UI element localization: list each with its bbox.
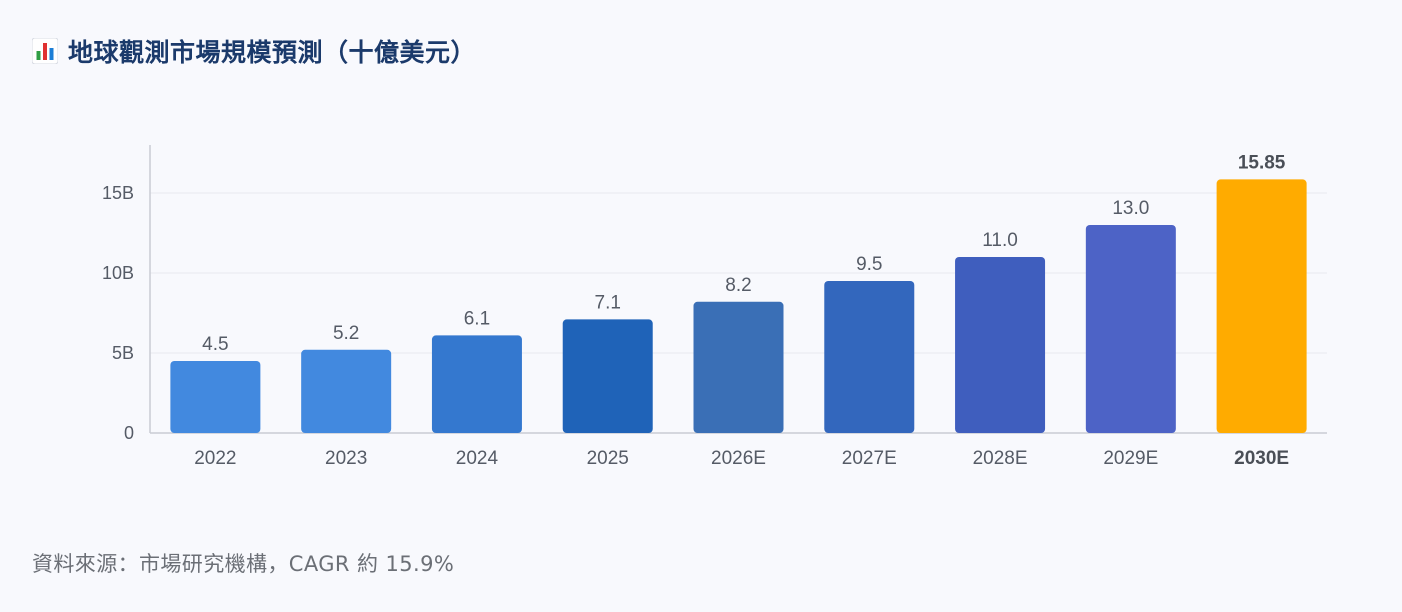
x-tick-label: 2028E	[973, 448, 1028, 469]
bar-2026E	[693, 301, 784, 433]
value-label: 9.5	[856, 254, 882, 275]
x-tick-label: 2022	[194, 448, 236, 469]
value-label: 11.0	[982, 230, 1018, 251]
source-note: 資料來源：市場研究機構，CAGR 約 15.9%	[32, 552, 455, 576]
x-tick-label: 2027E	[842, 448, 897, 469]
value-label: 8.2	[725, 275, 751, 296]
chart-header: 地球觀測市場規模預測（十億美元）	[32, 33, 476, 69]
value-label: 6.1	[464, 308, 490, 329]
bar-2028E	[955, 257, 1046, 433]
x-tick-label: 2026E	[711, 448, 766, 469]
bar-2024	[431, 335, 522, 433]
y-tick-label: 5B	[112, 343, 134, 363]
value-label: 13.0	[1112, 198, 1149, 219]
bar-2022	[170, 361, 261, 433]
x-tick-label: 2029E	[1103, 448, 1158, 469]
bar-2027E	[824, 281, 915, 433]
y-tick-label: 10B	[102, 263, 134, 283]
bar-2029E	[1085, 225, 1176, 433]
bar-2030E	[1216, 179, 1307, 433]
bar-chart-icon	[32, 38, 58, 64]
x-tick-label: 2025	[587, 448, 629, 469]
bar-2025	[562, 319, 653, 433]
value-label: 4.5	[202, 334, 228, 355]
y-tick-label: 15B	[102, 183, 134, 203]
x-tick-label: 2024	[456, 448, 499, 469]
x-tick-label: 2030E	[1234, 448, 1289, 469]
x-tick-label: 2023	[325, 448, 367, 469]
chart-title: 地球觀測市場規模預測（十億美元）	[68, 38, 477, 67]
value-label: 7.1	[595, 292, 621, 313]
value-label: 15.85	[1238, 152, 1286, 173]
y-tick-label: 0	[124, 423, 134, 443]
value-label: 5.2	[333, 323, 359, 344]
bar-2023	[301, 349, 392, 433]
